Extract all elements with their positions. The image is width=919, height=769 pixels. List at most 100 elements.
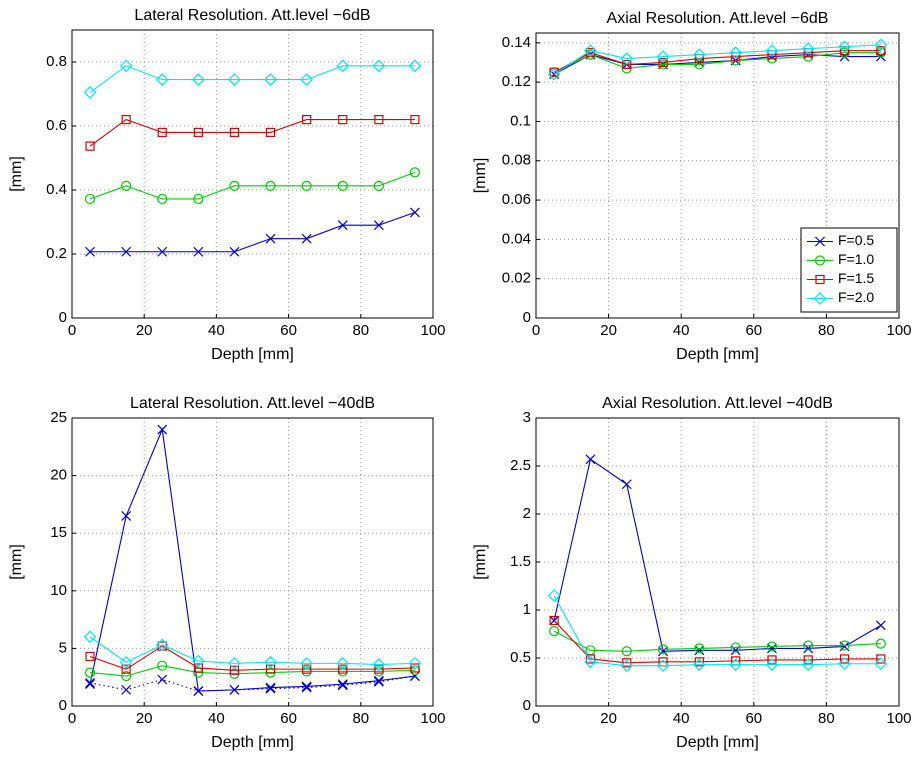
marker (694, 643, 705, 654)
subplot: 0 20 40 60 80 100 0 0.02 0.04 0.06 0.08 0.1 0.12 0.14… (472, 10, 911, 363)
marker (337, 680, 348, 691)
x-tick-label: 0 (532, 322, 540, 339)
marker (302, 664, 312, 674)
x-tick-label: 40 (673, 710, 690, 727)
series-line (553, 52, 881, 73)
y-tick-label: 10 (50, 582, 67, 599)
marker (336, 657, 350, 670)
series-line (553, 50, 881, 73)
series-line (553, 620, 881, 664)
chart-title: Lateral Resolution. Att.level −40dB (130, 395, 375, 412)
marker (408, 657, 422, 670)
series-group (547, 38, 888, 81)
x-tick-label: 20 (600, 710, 617, 727)
marker (229, 684, 240, 695)
y-tick-label: 5 (59, 639, 67, 656)
x-tick-label: 60 (745, 322, 762, 339)
marker (547, 589, 561, 602)
marker (301, 682, 312, 693)
series-group (83, 424, 422, 696)
marker (374, 664, 384, 674)
marker (121, 684, 132, 695)
subplot: 0 20 40 60 80 100 0 0.5 1 1.5 2 2.5 3 Axial Resolutio… (472, 395, 911, 751)
y-tick-label: 0.04 (502, 230, 531, 247)
marker (121, 664, 131, 674)
y-tick-label: 2 (523, 505, 531, 522)
marker (119, 655, 133, 669)
marker (373, 675, 384, 686)
marker (157, 246, 168, 257)
marker (228, 73, 241, 86)
marker (801, 658, 815, 672)
marker (300, 73, 313, 86)
marker (157, 660, 168, 671)
marker (337, 679, 348, 690)
marker (876, 654, 886, 664)
marker (301, 233, 312, 244)
marker (300, 657, 313, 670)
y-tick-label: 0 (523, 309, 531, 326)
x-tick-label: 80 (352, 322, 369, 339)
chart-title: Lateral Resolution. Att.level −6dB (134, 7, 370, 24)
marker (874, 657, 888, 671)
marker (265, 683, 276, 694)
marker (338, 114, 348, 125)
marker (121, 246, 132, 257)
marker (229, 180, 240, 191)
marker (693, 48, 706, 61)
marker (409, 167, 421, 178)
marker (621, 646, 632, 657)
x-tick-label: 60 (280, 710, 297, 727)
marker (622, 658, 632, 668)
marker (729, 46, 742, 60)
marker (264, 655, 277, 669)
marker (410, 207, 420, 218)
series-line (90, 211, 416, 253)
y-tick-label: 0.14 (502, 34, 531, 51)
series-line (553, 44, 881, 75)
series-line (553, 630, 881, 652)
marker (813, 292, 827, 305)
y-tick-label: 1 (523, 601, 531, 618)
y-axis-label: [mm] (8, 156, 25, 192)
axes-box (535, 417, 900, 707)
marker (767, 655, 777, 665)
marker (85, 678, 95, 688)
marker (620, 52, 634, 65)
x-axis-label: Depth [mm] (211, 734, 294, 751)
legend-label: F=1.0 (838, 251, 874, 267)
marker (621, 479, 632, 490)
marker (337, 220, 348, 231)
marker (767, 643, 777, 654)
marker (693, 658, 706, 672)
marker (803, 655, 813, 665)
series-line (89, 171, 416, 200)
marker (730, 642, 741, 653)
y-tick-label: 0.1 (510, 112, 531, 129)
marker (229, 665, 240, 675)
y-tick-label: 25 (50, 409, 67, 426)
x-tick-label: 20 (136, 322, 153, 339)
marker (155, 73, 169, 86)
marker (549, 615, 559, 626)
marker (373, 220, 384, 231)
plot-area (72, 418, 433, 706)
x-tick-label: 40 (673, 322, 690, 339)
axes-box (535, 32, 900, 319)
marker (374, 114, 384, 125)
marker (585, 654, 596, 664)
marker (658, 646, 668, 657)
marker (694, 645, 705, 656)
x-tick-label: 60 (745, 710, 762, 727)
y-tick-label: 0.06 (502, 191, 531, 208)
marker (193, 127, 203, 137)
series-line (89, 427, 416, 692)
marker (229, 246, 240, 257)
legend-label: F=0.5 (838, 232, 874, 248)
marker (157, 424, 168, 435)
y-tick-label: 0.12 (502, 73, 531, 90)
marker (410, 663, 420, 673)
x-tick-label: 0 (68, 322, 76, 339)
series-group (547, 454, 888, 673)
